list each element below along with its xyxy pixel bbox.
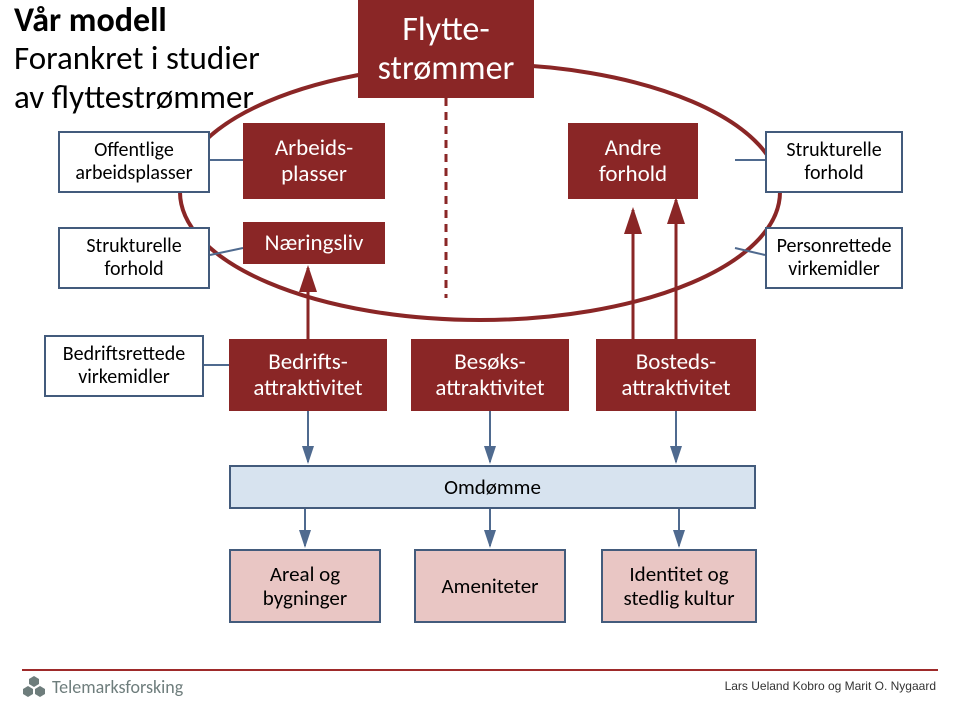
label: Areal ogbygninger (263, 562, 347, 610)
label: Personrettedevirkemidler (777, 235, 892, 281)
node-strukturelle-forhold-right: Strukturelleforhold (765, 131, 903, 193)
node-identitet-stedlig-kultur: Identitet ogstedlig kultur (601, 549, 757, 623)
label: Omdømme (444, 475, 541, 499)
node-offentlige-arbeidsplasser: Offentligearbeidsplasser (58, 131, 210, 193)
node-bedriftsrettede-virkemidler: Bedriftsrettedevirkemidler (44, 335, 204, 397)
node-flyttestrommer: Flytte-strømmer (358, 0, 534, 98)
label: Identitet ogstedlig kultur (623, 562, 734, 610)
label: Andreforhold (599, 135, 667, 188)
node-naeringsliv: Næringsliv (243, 222, 385, 264)
label: Bedrifts-attraktivitet (253, 349, 362, 402)
label: Strukturelleforhold (86, 235, 181, 281)
label: Strukturelleforhold (786, 139, 881, 185)
label: Bosteds-attraktivitet (621, 349, 730, 402)
node-bosteds-attraktivitet: Bosteds-attraktivitet (596, 339, 756, 411)
node-andre-forhold: Andreforhold (568, 123, 698, 199)
node-personrettede-virkemidler: Personrettedevirkemidler (765, 227, 903, 289)
label: Arbeids-plasser (275, 135, 353, 188)
node-bedrifts-attraktivitet: Bedrifts-attraktivitet (229, 339, 387, 411)
label: Næringsliv (265, 230, 364, 256)
node-strukturelle-forhold-left: Strukturelleforhold (58, 227, 210, 289)
label: Flytte-strømmer (378, 10, 515, 88)
node-besoks-attraktivitet: Besøks-attraktivitet (411, 339, 569, 411)
label: Besøks-attraktivitet (435, 349, 544, 402)
label: Offentligearbeidsplasser (75, 139, 192, 185)
node-arbeidsplasser: Arbeids-plasser (243, 123, 385, 199)
node-ameniteter: Ameniteter (414, 549, 566, 623)
node-omdomme: Omdømme (229, 465, 756, 509)
node-areal-og-bygninger: Areal ogbygninger (229, 549, 381, 623)
label: Bedriftsrettedevirkemidler (63, 343, 185, 389)
label: Ameniteter (442, 574, 539, 598)
